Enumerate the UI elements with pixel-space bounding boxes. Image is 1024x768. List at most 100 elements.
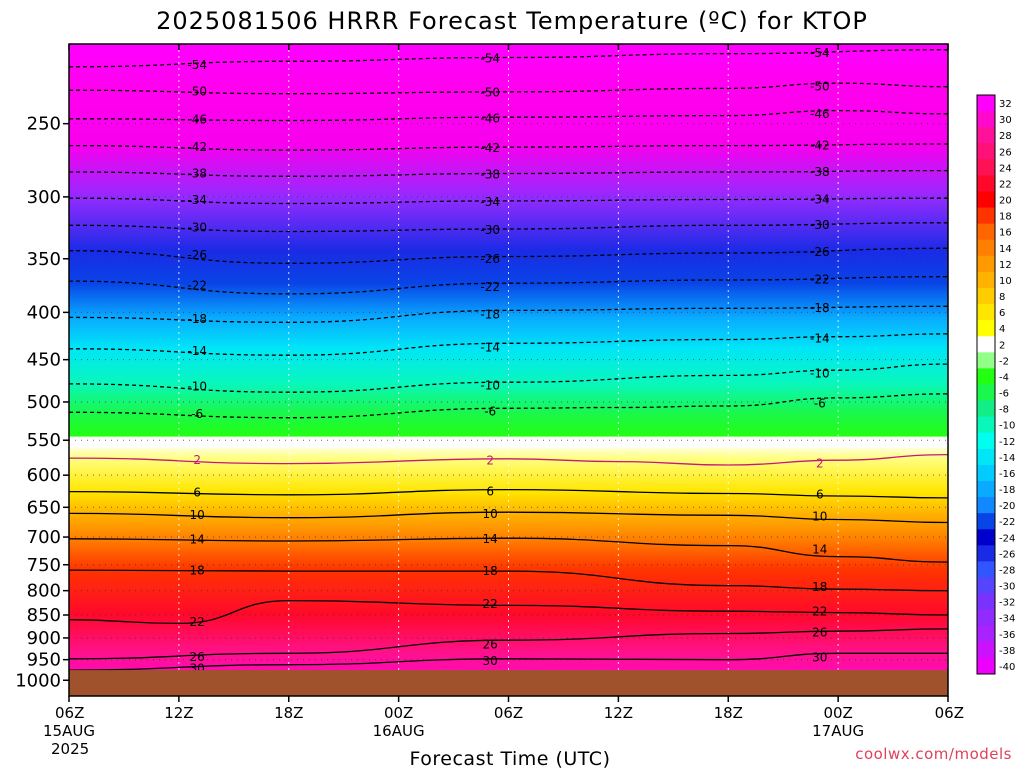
isotherm-label: -38 [810, 165, 830, 179]
colorbar-swatch [977, 464, 995, 482]
colorbar-swatch [977, 593, 995, 611]
isotherm-label: 2 [193, 453, 201, 467]
colorbar-swatch [977, 432, 995, 450]
colorbar-label: -38 [999, 646, 1015, 657]
colorbar-swatch [977, 95, 995, 112]
colorbar-swatch [977, 368, 995, 385]
isotherm-line [68, 363, 949, 393]
colorbar: 32 30 28 26 24 22 20 18 16 14 12 10 8 6 4 2 -2 -4 -6 -8 -10 -… [976, 94, 1015, 675]
isotherm-label: 22 [812, 605, 827, 619]
isotherm-label: -14 [810, 332, 830, 346]
colorbar-swatch [977, 561, 995, 578]
colorbar-frame [976, 94, 996, 675]
isotherm-line [68, 49, 949, 68]
colorbar-swatch [977, 271, 995, 289]
colorbar-label: -4 [999, 373, 1009, 384]
colorbar-label: -10 [999, 421, 1015, 432]
colorbar-swatch [977, 352, 995, 369]
plot-area: -54 -54 -54 -50 -50 -50 -46 -46 -46 -42 -42 -42 -38 -… [68, 43, 949, 697]
colorbar-swatch [977, 400, 995, 418]
x-tick-label: 06Z [55, 704, 84, 722]
colorbar-label: -20 [999, 501, 1015, 512]
y-tick-label: 650 [27, 497, 61, 518]
colorbar-swatch [977, 143, 995, 160]
isotherm-line [68, 599, 949, 625]
isotherm-label: -38 [480, 167, 500, 181]
credit-text: coolwx.com/models [855, 745, 1012, 763]
isotherm-label: -54 [810, 46, 830, 60]
colorbar-swatch [977, 641, 995, 659]
colorbar-label: -12 [999, 437, 1015, 448]
isotherm-line [68, 169, 949, 177]
isotherm-label: -10 [810, 367, 830, 381]
y-tick-label: 300 [27, 187, 61, 208]
isotherm-label: -6 [484, 404, 496, 418]
y-tick-label: 400 [27, 302, 61, 323]
colorbar-label: 32 [999, 99, 1012, 110]
colorbar-label: 12 [999, 260, 1012, 271]
colorbar-label: -14 [999, 453, 1015, 464]
colorbar-swatch [977, 497, 995, 514]
isotherm-label: -14 [480, 340, 500, 354]
x-tick-date-label: 17AUG [812, 722, 864, 740]
isotherm-label: 2 [816, 456, 824, 470]
isotherm-label: -22 [480, 280, 500, 294]
y-tick-label: 800 [27, 581, 61, 602]
isotherm-label: 6 [486, 484, 494, 498]
isotherm-label: -34 [187, 193, 207, 207]
colorbar-label: 26 [999, 147, 1012, 158]
y-tick-label: 750 [27, 555, 61, 576]
isotherm-label: -18 [480, 307, 500, 321]
x-tick-label: 00Z [384, 704, 413, 722]
colorbar-swatch [977, 239, 995, 257]
isotherm-line [68, 222, 949, 233]
colorbar-label: -26 [999, 549, 1015, 560]
colorbar-swatch [977, 513, 995, 530]
colorbar-label: -22 [999, 517, 1015, 528]
isotherm-label: -54 [187, 58, 207, 72]
chart-title: 2025081506 HRRR Forecast Temperature (ºC… [156, 7, 868, 35]
isotherm-label: -30 [187, 220, 207, 234]
x-tick-label: 06Z [935, 704, 964, 722]
isotherm-line [68, 453, 949, 466]
isotherm-contours [68, 49, 949, 671]
colorbar-label: -28 [999, 566, 1015, 577]
colorbar-label: -36 [999, 630, 1015, 641]
colorbar-swatch [977, 481, 995, 498]
isotherm-label: -10 [187, 380, 207, 394]
y-tick-label: 900 [27, 628, 61, 649]
isotherm-label: 30 [483, 654, 498, 668]
x-axis-label: Forecast Time (UTC) [410, 748, 611, 768]
colorbar-label: 30 [999, 115, 1012, 126]
isotherm-label: 26 [190, 650, 205, 664]
isotherm-label: 14 [812, 542, 827, 556]
colorbar-swatch [977, 159, 995, 176]
x-tick-label: 18Z [274, 704, 303, 722]
isotherm-line [68, 652, 948, 671]
colorbar-label: -40 [999, 662, 1015, 673]
colorbar-label: 24 [999, 163, 1012, 174]
colorbar-swatch [977, 448, 995, 466]
colorbar-label: 22 [999, 180, 1012, 191]
isotherm-label: -42 [810, 138, 830, 152]
colorbar-swatch [977, 529, 995, 546]
y-tick-label: 500 [27, 392, 61, 413]
y-tick-label: 350 [27, 249, 61, 270]
isotherm-label: 2 [486, 453, 494, 467]
colorbar-label: -18 [999, 485, 1015, 496]
colorbar-swatch [977, 336, 995, 353]
colorbar-swatch [977, 191, 995, 209]
colorbar-swatch [977, 175, 995, 192]
isotherm-label: -14 [187, 344, 207, 358]
colorbar-swatch [977, 127, 995, 144]
colorbar-label: 28 [999, 131, 1012, 142]
isotherm-label: -34 [810, 192, 830, 206]
isotherm-label: -38 [187, 166, 207, 180]
isotherm-label: -34 [480, 195, 500, 209]
x-tick-label: 12Z [604, 704, 633, 722]
isotherm-line [68, 569, 949, 592]
y-tick-label: 550 [27, 430, 61, 451]
colorbar-swatch [977, 111, 995, 128]
isotherm-label: 22 [190, 615, 205, 629]
